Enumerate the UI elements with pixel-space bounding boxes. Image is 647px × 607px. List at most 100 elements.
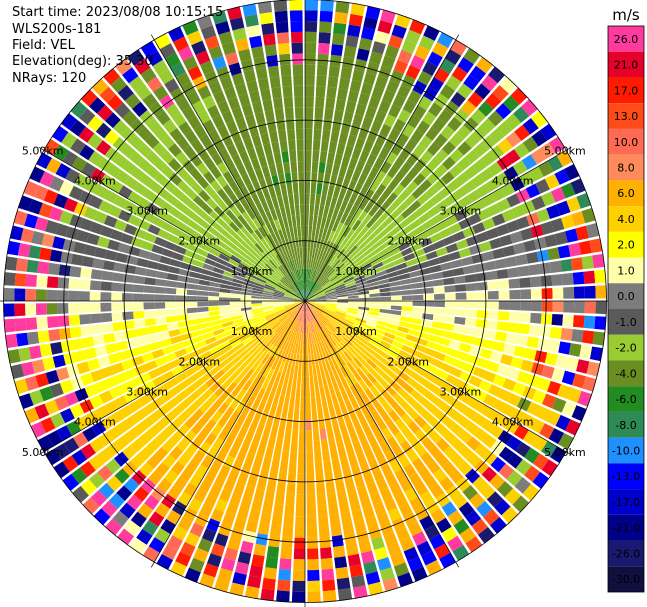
velocity-cell: [121, 359, 135, 371]
velocity-cell: [310, 182, 317, 194]
velocity-cell: [184, 416, 197, 430]
velocity-cell: [133, 275, 146, 285]
velocity-cell: [300, 322, 303, 334]
velocity-cell: [266, 480, 277, 493]
velocity-cell: [451, 66, 468, 82]
velocity-cell: [149, 101, 165, 117]
velocity-cell: [283, 96, 294, 109]
velocity-cell: [335, 98, 346, 112]
velocity-cell: [341, 322, 352, 330]
velocity-cell: [131, 422, 147, 437]
velocity-cell: [163, 410, 177, 424]
velocity-cell: [145, 325, 158, 335]
velocity-cell: [267, 317, 278, 325]
velocity-cell: [305, 236, 308, 248]
velocity-cell: [60, 408, 75, 424]
velocity-cell: [178, 213, 192, 225]
velocity-cell: [381, 401, 394, 414]
velocity-cell: [423, 244, 436, 254]
velocity-cell: [364, 106, 377, 120]
velocity-cell: [338, 267, 349, 276]
velocity-cell: [310, 321, 315, 333]
velocity-cell: [520, 227, 534, 241]
velocity-cell: [218, 301, 230, 306]
velocity-cell: [313, 440, 321, 452]
velocity-cell: [249, 90, 261, 104]
velocity-cell: [179, 378, 192, 390]
velocity-cell: [326, 337, 335, 348]
velocity-cell: [328, 65, 341, 78]
velocity-cell: [306, 311, 310, 323]
velocity-cell: [95, 140, 112, 156]
velocity-cell: [332, 369, 341, 382]
velocity-cell: [315, 331, 321, 342]
velocity-cell: [133, 385, 147, 398]
velocity-cell: [305, 301, 314, 309]
velocity-cell: [154, 528, 171, 544]
velocity-cell: [319, 428, 327, 441]
velocity-cell: [357, 92, 370, 106]
velocity-cell: [575, 225, 589, 241]
velocity-cell: [231, 72, 245, 86]
velocity-cell: [472, 158, 487, 173]
velocity-cell: [293, 408, 300, 420]
velocity-cell: [398, 241, 411, 252]
velocity-cell: [168, 143, 182, 157]
velocity-cell: [199, 274, 212, 281]
velocity-cell: [336, 248, 346, 259]
velocity-cell: [294, 310, 301, 321]
velocity-cell: [303, 301, 305, 312]
velocity-cell: [334, 556, 348, 569]
velocity-cell: [114, 372, 128, 385]
colorbar-tick-label: 6.0: [617, 187, 635, 200]
velocity-cell: [18, 347, 32, 362]
velocity-cell: [489, 237, 503, 250]
velocity-cell: [465, 536, 483, 553]
velocity-cell: [389, 364, 401, 375]
velocity-cell: [361, 116, 373, 130]
velocity-cell: [276, 590, 290, 603]
velocity-cell: [7, 348, 21, 364]
velocity-cell: [296, 294, 305, 301]
velocity-cell: [273, 347, 281, 359]
velocity-cell: [307, 247, 311, 259]
velocity-cell: [270, 459, 280, 472]
velocity-cell: [87, 358, 101, 371]
velocity-cell: [229, 397, 241, 410]
velocity-cell: [541, 191, 556, 207]
velocity-cell: [332, 317, 343, 325]
velocity-cell: [68, 278, 80, 290]
velocity-cell: [280, 339, 288, 351]
velocity-cell: [291, 42, 303, 54]
velocity-cell: [193, 547, 209, 563]
velocity-cell: [299, 204, 305, 215]
velocity-cell: [154, 294, 166, 301]
colorbar-swatch: [608, 334, 644, 361]
velocity-cell: [486, 491, 503, 508]
velocity-cell: [268, 186, 277, 199]
velocity-cell: [331, 275, 341, 284]
velocity-cell: [35, 289, 47, 301]
velocity-cell: [400, 247, 413, 257]
velocity-cell: [172, 403, 185, 417]
velocity-cell: [496, 268, 509, 280]
velocity-cell: [305, 333, 308, 345]
velocity-cell: [220, 313, 232, 319]
velocity-cell: [133, 486, 150, 502]
velocity-cell: [399, 478, 413, 493]
velocity-cell: [431, 321, 444, 329]
velocity-cell: [336, 307, 348, 312]
velocity-cell: [228, 445, 240, 459]
velocity-cell: [380, 522, 394, 536]
velocity-cell: [107, 239, 121, 251]
velocity-cell: [487, 280, 499, 290]
velocity-cell: [350, 265, 361, 274]
velocity-cell: [104, 129, 120, 146]
velocity-cell: [230, 422, 242, 436]
velocity-cell: [65, 226, 80, 240]
velocity-cell: [268, 164, 278, 177]
velocity-cell: [365, 217, 377, 229]
velocity-cell: [190, 181, 204, 195]
velocity-cell: [541, 365, 555, 379]
velocity-cell: [423, 347, 436, 357]
